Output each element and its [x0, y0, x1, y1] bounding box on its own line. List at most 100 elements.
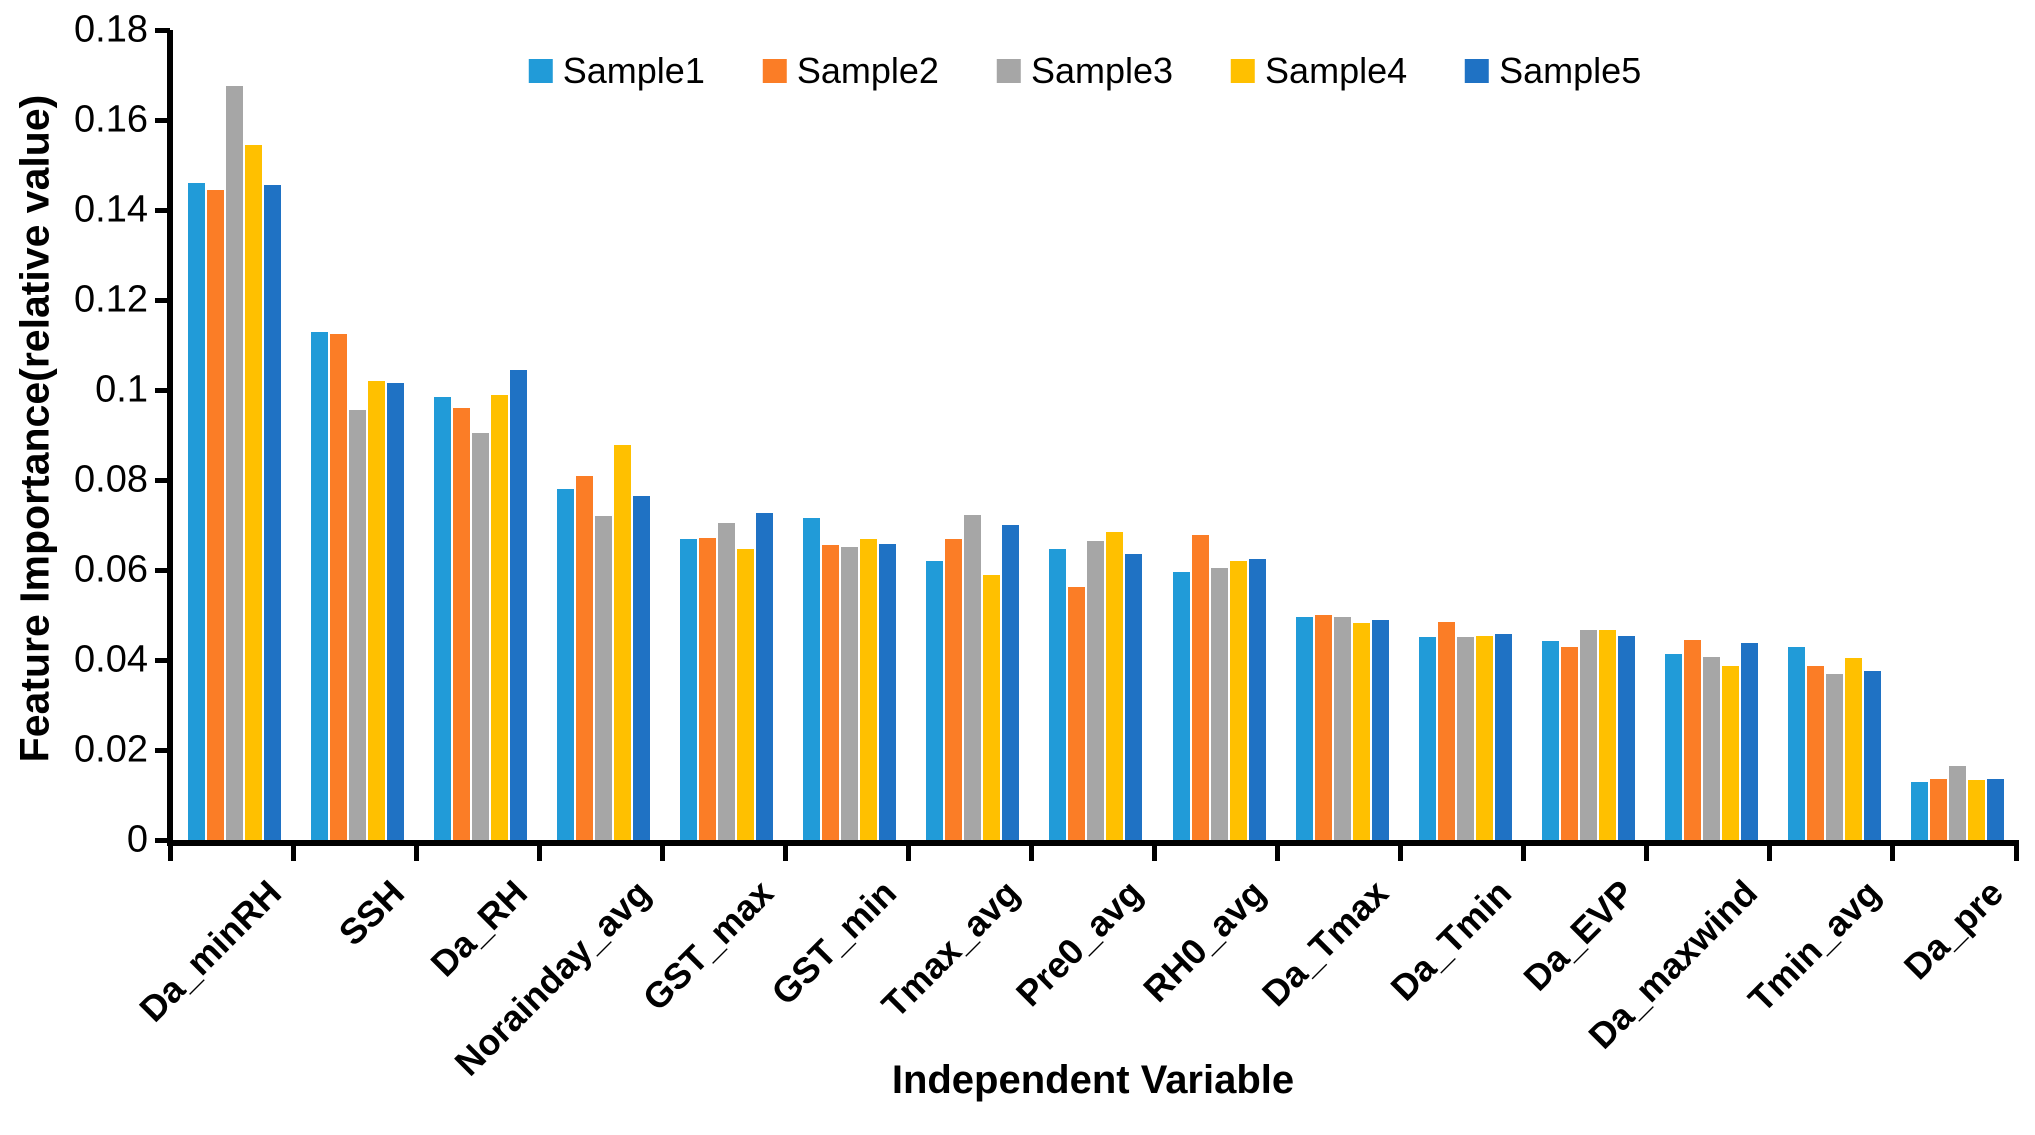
bar-Sample4-Da_EVP — [1598, 629, 1616, 840]
bar-Sample5-Da_RH — [510, 369, 528, 840]
x-axis-category-label: SSH — [330, 872, 412, 954]
y-axis-tick-label: 0.14 — [74, 188, 148, 231]
y-axis-tick-label: 0.04 — [74, 638, 148, 681]
bar-group-Da_maxwind — [1650, 30, 1773, 840]
x-axis-tick — [290, 846, 296, 861]
x-axis-category-label: RH0_avg — [1135, 872, 1274, 1010]
x-axis-tick — [1767, 846, 1773, 861]
bar-group-Tmin_avg — [1773, 30, 1896, 840]
y-axis-tick — [155, 657, 170, 663]
bar-group-Tmax_avg — [911, 30, 1034, 840]
legend-item-sample1: Sample1 — [528, 50, 705, 92]
y-axis-tick — [155, 567, 170, 573]
bar-Sample2-Da_RH — [453, 408, 471, 840]
bar-Sample5-Da_minRH — [264, 185, 282, 840]
bar-group-Pre0_avg — [1034, 30, 1157, 840]
y-axis-tick-label: 0.02 — [74, 728, 148, 771]
bar-Sample3-Norainday_avg — [595, 516, 613, 840]
bar-Sample3-Da_Tmax — [1333, 617, 1351, 840]
bar-Sample5-Da_Tmax — [1371, 620, 1389, 840]
bar-Sample3-Da_Tmin — [1456, 637, 1474, 840]
bar-group-Da_RH — [419, 30, 542, 840]
x-axis-tick — [1152, 846, 1158, 861]
x-axis-tick — [1644, 846, 1650, 861]
bar-Sample5-RH0_avg — [1248, 558, 1266, 840]
bar-Sample1-Da_Tmax — [1295, 617, 1313, 840]
bar-Sample2-Tmax_avg — [945, 539, 963, 840]
y-axis-tick-label: 0 — [126, 818, 148, 861]
bar-Sample3-RH0_avg — [1210, 567, 1228, 840]
bar-Sample5-GST_max — [756, 512, 774, 840]
x-axis-tick — [413, 846, 419, 861]
bar-Sample3-Tmax_avg — [964, 515, 982, 840]
bar-Sample4-Tmin_avg — [1844, 658, 1862, 840]
bar-Sample3-Da_minRH — [226, 86, 244, 840]
x-axis-tick — [1521, 846, 1527, 861]
bar-group-RH0_avg — [1158, 30, 1281, 840]
x-axis-tick — [1275, 846, 1281, 861]
bar-Sample4-Da_maxwind — [1721, 666, 1739, 840]
bar-group-Da_EVP — [1527, 30, 1650, 840]
x-axis-category-label: GST_max — [634, 872, 781, 1019]
bar-Sample3-Pre0_avg — [1087, 541, 1105, 840]
x-axis-tick — [1890, 846, 1896, 861]
bar-group-Da_minRH — [173, 30, 296, 840]
x-axis-category-label: Tmin_avg — [1740, 872, 1889, 1020]
bar-Sample5-Tmax_avg — [1002, 525, 1020, 840]
y-axis-tick-label: 0.16 — [74, 98, 148, 141]
bar-Sample4-RH0_avg — [1229, 561, 1247, 840]
y-axis-title: Feature Importance(relative value) — [11, 94, 58, 763]
bar-Sample5-Pre0_avg — [1125, 554, 1143, 840]
y-axis-tick-label: 0.18 — [74, 8, 148, 51]
bar-Sample1-Da_minRH — [188, 183, 206, 840]
bar-Sample4-Da_minRH — [245, 144, 263, 840]
legend-item-sample5: Sample5 — [1465, 50, 1641, 92]
y-axis-tick-label: 0.12 — [74, 278, 148, 321]
bar-group-GST_max — [665, 30, 788, 840]
x-axis-tick — [536, 846, 542, 861]
bar-Sample1-GST_min — [803, 518, 821, 840]
y-axis-tick — [155, 117, 170, 123]
bar-group-Da_Tmax — [1281, 30, 1404, 840]
y-axis-tick — [155, 27, 170, 33]
bar-Sample2-Tmin_avg — [1806, 666, 1824, 840]
plot-area — [167, 30, 2019, 846]
bar-Sample4-Da_Tmin — [1475, 636, 1493, 840]
legend-swatch-icon — [762, 59, 787, 83]
legend-item-sample2: Sample2 — [762, 50, 939, 92]
bar-Sample1-Da_Tmin — [1418, 636, 1436, 840]
bar-Sample1-GST_max — [680, 538, 698, 840]
legend: Sample1 Sample2 Sample3 Sample4 Sample5 — [528, 50, 1641, 92]
y-axis-tick-label: 0.06 — [74, 548, 148, 591]
legend-swatch-icon — [1465, 59, 1490, 83]
bar-Sample4-GST_max — [737, 548, 755, 840]
x-axis-category-label: Da_Tmax — [1253, 872, 1397, 1015]
bar-Sample5-Da_Tmin — [1494, 633, 1512, 840]
bar-Sample2-Pre0_avg — [1068, 587, 1086, 840]
bar-Sample5-SSH — [387, 383, 405, 840]
bar-Sample2-Da_Tmin — [1437, 622, 1455, 840]
x-axis-category-label: Pre0_avg — [1007, 872, 1150, 1015]
x-axis-tick — [659, 846, 665, 861]
legend-swatch-icon — [1231, 59, 1256, 83]
bar-Sample3-Da_RH — [472, 432, 490, 840]
bar-Sample1-Da_EVP — [1541, 640, 1559, 840]
x-axis-category-label: Da_Tmin — [1382, 872, 1520, 1009]
bar-Sample1-Pre0_avg — [1049, 549, 1067, 840]
bar-Sample3-Da_pre — [1948, 766, 1966, 840]
bar-Sample4-Da_Tmax — [1352, 623, 1370, 840]
bar-Sample4-Tmax_avg — [983, 575, 1001, 840]
bar-Sample2-Da_Tmax — [1314, 614, 1332, 840]
bar-Sample4-Da_RH — [491, 394, 509, 840]
x-axis-tick — [1028, 846, 1034, 861]
x-axis-category-label: Da_pre — [1896, 872, 2012, 988]
legend-item-sample3: Sample3 — [996, 50, 1173, 92]
bar-Sample1-Tmin_avg — [1787, 647, 1805, 840]
x-axis-title: Independent Variable — [891, 1058, 1295, 1102]
legend-item-sample4: Sample4 — [1231, 50, 1407, 92]
legend-swatch-icon — [528, 59, 553, 83]
bar-Sample3-GST_min — [841, 546, 859, 840]
bar-Sample2-GST_max — [699, 537, 717, 840]
bar-Sample3-Da_EVP — [1579, 629, 1597, 840]
bar-Sample2-Da_pre — [1929, 778, 1947, 840]
